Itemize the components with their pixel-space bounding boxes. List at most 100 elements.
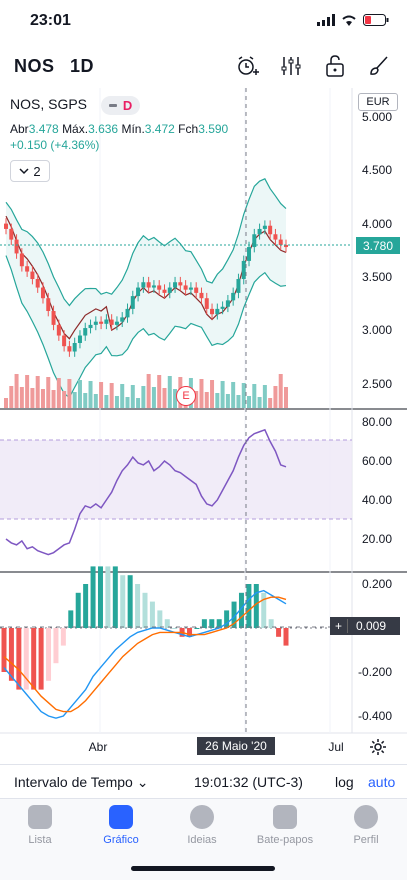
price-axis-label: 4.500 <box>362 163 392 177</box>
wifi-icon <box>342 15 356 26</box>
status-bar: 23:01 <box>0 0 407 44</box>
gear-icon[interactable] <box>368 737 388 757</box>
indicators-button[interactable] <box>277 52 305 80</box>
symbol-title[interactable]: NOS 1D <box>14 56 94 77</box>
macd-line <box>3 589 287 719</box>
macd-histogram-bar <box>142 592 148 628</box>
earnings-badge[interactable]: E <box>176 386 196 406</box>
tab-ideias[interactable]: Ideias <box>162 805 242 846</box>
bollinger-lower-line <box>5 255 287 399</box>
candle-body <box>257 228 262 235</box>
volume-bar <box>104 395 109 408</box>
series-style-pill[interactable]: D <box>100 96 141 115</box>
volume-bar <box>109 383 114 408</box>
candle-body <box>284 244 288 248</box>
volume-bar <box>4 398 8 408</box>
low-label: Mín. <box>121 122 145 136</box>
candle-body <box>204 298 209 309</box>
high-value: 3.636 <box>88 122 119 136</box>
symbol-fullname: NOS, SGPS <box>10 96 88 113</box>
add-alert-button[interactable] <box>233 52 261 80</box>
macd-histogram-bar <box>1 628 7 672</box>
volume-bar <box>56 378 61 408</box>
battery-icon <box>363 14 389 26</box>
volume-bar <box>83 393 88 408</box>
candle-body <box>278 239 283 245</box>
candle-body <box>146 282 151 288</box>
list-icon <box>28 805 52 829</box>
timezone-clock[interactable]: 19:01:32 (UTC-3) <box>194 774 303 790</box>
change-value: +0.150 (+4.36%) <box>10 138 100 152</box>
candle-body <box>30 271 35 280</box>
macd-histogram-bar <box>172 628 178 629</box>
candle-body <box>220 306 225 309</box>
ideas-icon <box>190 805 214 829</box>
volume-bar <box>247 396 252 408</box>
candle-body <box>72 342 77 352</box>
macd-histogram-bar <box>187 628 193 637</box>
volume-bar <box>225 394 230 408</box>
plus-icon[interactable]: + <box>330 619 348 633</box>
volume-bar <box>88 381 93 408</box>
collapse-indicators-button[interactable]: 2 <box>10 160 50 182</box>
rsi-axis-label: 20.00 <box>362 532 392 546</box>
macd-histogram-bar <box>238 592 244 628</box>
bollinger-band-fill <box>6 178 286 398</box>
candle-body <box>104 319 109 324</box>
time-axis-label: Jul <box>328 740 343 754</box>
candle-body <box>252 234 257 248</box>
candle-body <box>215 308 220 315</box>
line-style-icon <box>108 104 117 107</box>
tab-grafico-label: Gráfico <box>103 834 139 846</box>
volume-bar <box>151 387 156 408</box>
chart-area[interactable]: 5.000 4.500 4.000 3.500 3.000 2.500 80.00 60.00… <box>0 88 407 760</box>
candle-body <box>99 321 104 324</box>
macd-value: 0.009 <box>356 619 387 633</box>
chart-toolbar: NOS 1D <box>0 44 407 88</box>
macd-histogram-bar <box>31 628 37 690</box>
volume-bar <box>199 379 204 408</box>
volume-bar <box>157 375 162 408</box>
pill-letter: D <box>122 98 133 113</box>
log-scale-toggle[interactable]: log <box>335 774 354 790</box>
rsi-axis-label: 80.00 <box>362 415 392 429</box>
volume-bar <box>114 396 119 408</box>
candle-body <box>188 287 193 290</box>
volume-bar <box>14 374 19 408</box>
macd-histogram-bar <box>8 628 14 681</box>
tab-lista[interactable]: Lista <box>0 805 80 846</box>
rsi-axis-label: 40.00 <box>362 493 392 507</box>
tab-perfil[interactable]: Perfil <box>326 805 406 846</box>
volume-bar <box>130 385 135 408</box>
macd-histogram-bar <box>194 628 200 629</box>
candle-body <box>268 225 273 235</box>
volume-bar <box>120 384 125 408</box>
candle-body <box>262 225 267 229</box>
macd-histogram-bar <box>16 628 22 690</box>
macd-histogram-bar <box>83 584 89 628</box>
macd-histogram-bar <box>38 628 44 690</box>
macd-value-tag[interactable]: +0.009 <box>330 617 400 635</box>
macd-histogram-bar <box>112 566 118 628</box>
candle-body <box>231 292 236 301</box>
macd-histogram-bar <box>60 628 66 646</box>
tab-bate-papos[interactable]: Bate-papos <box>245 805 325 846</box>
chart-canvas[interactable]: 5.000 4.500 4.000 3.500 3.000 2.500 80.00 60.00… <box>0 88 407 760</box>
macd-axis-label: -0.200 <box>358 665 392 679</box>
volume-bar <box>46 377 51 408</box>
tab-grafico[interactable]: Gráfico <box>81 805 161 846</box>
drawing-tools-button[interactable] <box>365 52 393 80</box>
macd-histogram-bar <box>268 619 274 628</box>
currency-button[interactable]: EUR <box>358 93 398 111</box>
macd-histogram-bar <box>231 601 237 628</box>
unlock-button[interactable] <box>321 52 349 80</box>
volume-bar <box>215 393 220 408</box>
macd-histogram-bar <box>261 592 267 628</box>
macd-histogram-bar <box>127 575 133 628</box>
price-axis-label: 2.500 <box>362 377 392 391</box>
status-time: 23:01 <box>30 12 71 29</box>
interval-selector[interactable]: Intervalo de Tempo ⌄ <box>14 774 148 791</box>
auto-scale-toggle[interactable]: auto <box>368 774 396 790</box>
price-axis-label: 3.500 <box>362 270 392 284</box>
volume-bar <box>204 392 209 408</box>
